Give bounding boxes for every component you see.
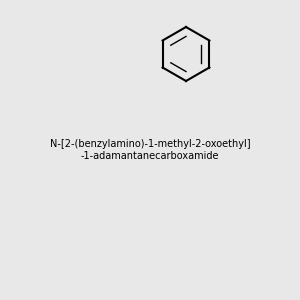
Text: N-[2-(benzylamino)-1-methyl-2-oxoethyl]
-1-adamantanecarboxamide: N-[2-(benzylamino)-1-methyl-2-oxoethyl] … <box>50 139 250 161</box>
